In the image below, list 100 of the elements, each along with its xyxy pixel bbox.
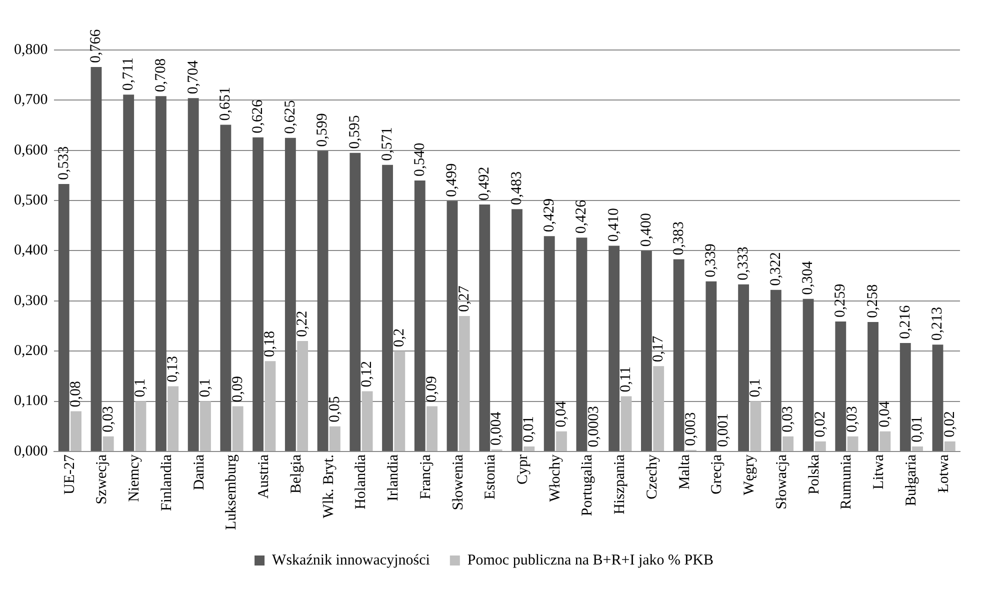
x-tick-label: Bułgaria — [903, 454, 920, 506]
data-label: 0,0003 — [586, 406, 602, 448]
data-label: 0,01 — [521, 416, 538, 442]
data-label: 0,429 — [541, 198, 558, 232]
data-label: 0,1 — [132, 378, 149, 398]
data-label: 0,571 — [379, 127, 396, 161]
bar — [264, 361, 276, 451]
bar — [232, 406, 244, 451]
bar — [782, 436, 794, 451]
data-label: 0,17 — [650, 335, 667, 362]
bar — [156, 96, 166, 451]
data-label: 0,2 — [392, 328, 408, 348]
legend-label: Wskaźnik innowacyjności — [272, 552, 430, 568]
bar — [576, 238, 588, 451]
bar — [847, 436, 858, 451]
x-tick-label: Słowenia — [450, 454, 466, 510]
y-tick-label: 0,300 — [14, 292, 48, 309]
bar — [900, 343, 911, 451]
x-tick-label: Węgry — [742, 454, 758, 496]
x-tick-label: Malta — [676, 454, 693, 490]
data-label: 0,595 — [347, 115, 364, 149]
y-tick-label: 0,700 — [14, 92, 48, 108]
bar — [620, 396, 632, 451]
data-label: 0,711 — [120, 57, 137, 91]
data-label: 0,383 — [670, 222, 687, 256]
data-label: 0,004 — [488, 411, 505, 446]
data-label: 0,09 — [230, 376, 246, 402]
x-tick-label: Szwecja — [94, 454, 110, 504]
data-label: 0,492 — [476, 166, 493, 201]
bar — [673, 259, 684, 451]
data-label: 0,03 — [780, 406, 796, 432]
data-label: 0,1 — [748, 378, 764, 398]
bar — [394, 351, 406, 451]
data-label: 0,333 — [735, 246, 752, 280]
bar — [524, 446, 535, 451]
data-label: 0,259 — [832, 284, 849, 318]
bar — [738, 284, 750, 451]
x-tick-label: Dania — [191, 454, 208, 490]
x-tick-label: Irlandia — [386, 454, 402, 502]
data-label: 0,22 — [294, 310, 310, 338]
data-label: 0,626 — [250, 99, 266, 134]
bar — [458, 316, 470, 451]
data-label: 0,03 — [844, 406, 861, 432]
data-label: 0,766 — [88, 28, 104, 64]
bar — [70, 411, 82, 451]
bar — [944, 441, 956, 451]
data-label: 0,04 — [553, 400, 570, 428]
bar — [479, 204, 490, 451]
y-tick-label: 0,200 — [14, 343, 48, 360]
data-label: 0,003 — [682, 412, 699, 446]
bar — [640, 250, 652, 451]
bar — [317, 150, 328, 451]
data-label: 0,09 — [424, 376, 440, 402]
bar — [58, 184, 70, 451]
data-label: 0,05 — [326, 396, 343, 422]
legend-label: Pomoc publiczna na B+R+I jako % PKB — [467, 552, 714, 568]
data-label: 0,426 — [574, 199, 590, 234]
data-label: 0,13 — [165, 356, 182, 382]
bar — [350, 152, 361, 451]
x-tick-label: Estonia — [482, 454, 499, 500]
bar — [188, 98, 199, 451]
bar — [200, 401, 211, 451]
x-tick-label: Finlandia — [158, 454, 175, 512]
data-label: 0,499 — [444, 163, 460, 198]
x-tick-label: Polska — [806, 454, 822, 494]
bar — [102, 436, 114, 451]
bar — [912, 446, 923, 451]
x-tick-label: Portugalia — [580, 454, 596, 516]
x-tick-label: Francja — [418, 454, 434, 500]
bar — [446, 201, 458, 451]
y-tick-label: 0,800 — [14, 42, 48, 58]
x-tick-label: Hiszpania — [612, 454, 628, 514]
bar — [835, 321, 846, 451]
data-label: 0,001 — [715, 413, 732, 447]
x-tick-label: Litwa — [871, 454, 888, 490]
x-tick-label: Słowacja — [774, 454, 790, 510]
x-tick-label: Luksemburg — [224, 454, 240, 530]
bar — [706, 281, 717, 451]
data-label: 0,339 — [703, 244, 720, 278]
data-label: 0,216 — [897, 304, 914, 340]
bar — [770, 290, 782, 451]
y-tick-label: 0,400 — [14, 242, 48, 259]
bar — [220, 124, 232, 451]
x-tick-label: Czechy — [644, 454, 660, 500]
data-label: 0,08 — [68, 381, 84, 408]
bar — [135, 401, 146, 451]
x-tick-label: Cypr — [514, 454, 531, 484]
y-tick-label: 0,600 — [14, 142, 48, 158]
x-tick-label: Łotwa — [936, 454, 952, 493]
bar — [868, 322, 878, 451]
data-label: 0,03 — [100, 406, 116, 432]
y-tick-label: 0,500 — [14, 192, 48, 208]
bar — [252, 137, 264, 451]
data-label: 0,258 — [864, 284, 881, 318]
bar — [414, 180, 426, 451]
data-label: 0,27 — [456, 285, 472, 312]
data-label: 0,704 — [185, 60, 202, 94]
bar — [814, 441, 826, 451]
bar — [544, 236, 555, 451]
y-tick-label: 0,100 — [14, 393, 48, 410]
